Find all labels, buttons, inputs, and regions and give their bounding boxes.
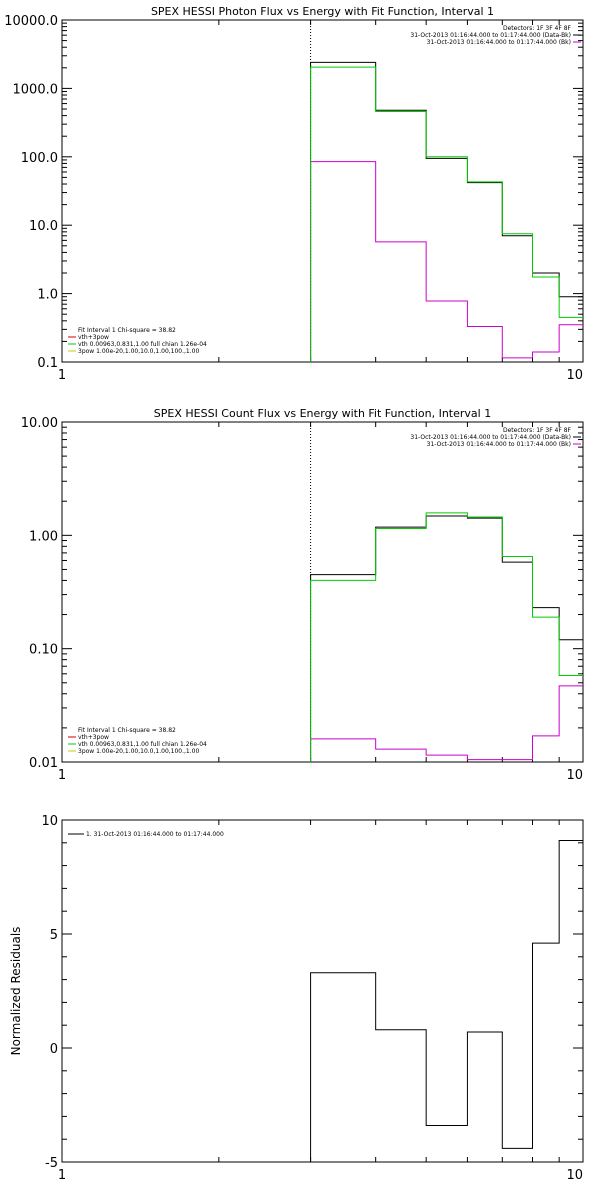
fit-legend-entry: 3pow 1.00e-20,1.00,10.0,1.00,100.,1.00 <box>78 748 199 755</box>
series-line-3 <box>310 512 583 762</box>
y-tick-label: 0 <box>50 1042 58 1057</box>
series-line-1 <box>310 840 583 1162</box>
legend-entry: 31-Oct-2013 01:16:44.000 to 01:17:44.000… <box>427 39 571 46</box>
legend-detectors: Detectors: 1F 3F 4F 8F <box>503 25 572 32</box>
y-tick-label: 1.00 <box>29 529 58 544</box>
y-tick-label: 10000.0 <box>4 14 58 29</box>
fit-legend-entry: vth 0.00963,0.831,1.00 full chian 1.26e-… <box>78 741 207 748</box>
fit-legend-entry: vth+3pow <box>78 334 109 341</box>
x-tick-label: 1 <box>58 368 66 383</box>
legend-entry: 1. 31-Oct-2013 01:16:44.000 to 01:17:44.… <box>86 831 224 838</box>
fit-legend-entry: vth 0.00963,0.831,1.00 full chian 1.26e-… <box>78 341 207 348</box>
legend-entry: 31-Oct-2013 01:16:44.000 to 01:17:44.000… <box>410 434 571 441</box>
legend-entry: 31-Oct-2013 01:16:44.000 to 01:17:44.000… <box>410 32 571 39</box>
fit-legend-entry: vth+3pow <box>78 734 109 741</box>
series-line-1 <box>310 515 583 762</box>
fit-legend-entry: Fit Interval 1 Chi-square = 38.82 <box>78 327 176 334</box>
y-tick-label: 0.10 <box>29 643 58 658</box>
y-tick-label: 1.0 <box>37 288 58 303</box>
x-tick-label: 1 <box>58 1168 66 1183</box>
chart-title: SPEX HESSI Count Flux vs Energy with Fit… <box>154 407 491 420</box>
y-tick-label: 5 <box>50 928 58 943</box>
y-axis-label: Normalized Residuals <box>9 927 23 1056</box>
series-line-2 <box>310 685 583 762</box>
fit-legend-entry: Fit Interval 1 Chi-square = 38.82 <box>78 727 176 734</box>
y-tick-label: -5 <box>45 1156 58 1171</box>
fit-legend-entry: 3pow 1.00e-20,1.00,10.0,1.00,100.,1.00 <box>78 348 199 355</box>
y-tick-label: 10.0 <box>29 219 58 234</box>
series-line-3 <box>310 66 583 362</box>
legend-entry: 31-Oct-2013 01:16:44.000 to 01:17:44.000… <box>427 441 571 448</box>
chart-panel-2: SPEX HESSI Count Flux vs Energy with Fit… <box>21 407 584 783</box>
chart-panel-3: 1 10 -5 0 5 10 Normalized Residuals 1. 31-Oct-2… <box>9 814 584 1183</box>
y-tick-label: 10.00 <box>21 416 58 431</box>
x-tick-label: 1 <box>58 768 66 783</box>
y-tick-label: 100.0 <box>21 151 58 166</box>
series-line-2 <box>310 161 583 362</box>
plot-frame <box>61 819 584 1163</box>
plot-frame <box>61 421 584 763</box>
chart-panel-1: SPEX HESSI Photon Flux vs Energy with Fi… <box>4 5 584 383</box>
series-line-1 <box>310 61 583 362</box>
legend-detectors: Detectors: 1F 3F 4F 8F <box>503 427 572 434</box>
y-tick-label: 10 <box>41 814 58 829</box>
plot-frame <box>61 19 584 363</box>
y-tick-label: 0.1 <box>37 356 58 371</box>
x-tick-label: 10 <box>566 1168 583 1183</box>
y-tick-label: 1000.0 <box>13 82 59 97</box>
x-tick-label: 10 <box>566 368 583 383</box>
y-tick-label: 0.01 <box>29 756 58 771</box>
chart-title: SPEX HESSI Photon Flux vs Energy with Fi… <box>151 5 494 18</box>
x-tick-label: 10 <box>566 768 583 783</box>
